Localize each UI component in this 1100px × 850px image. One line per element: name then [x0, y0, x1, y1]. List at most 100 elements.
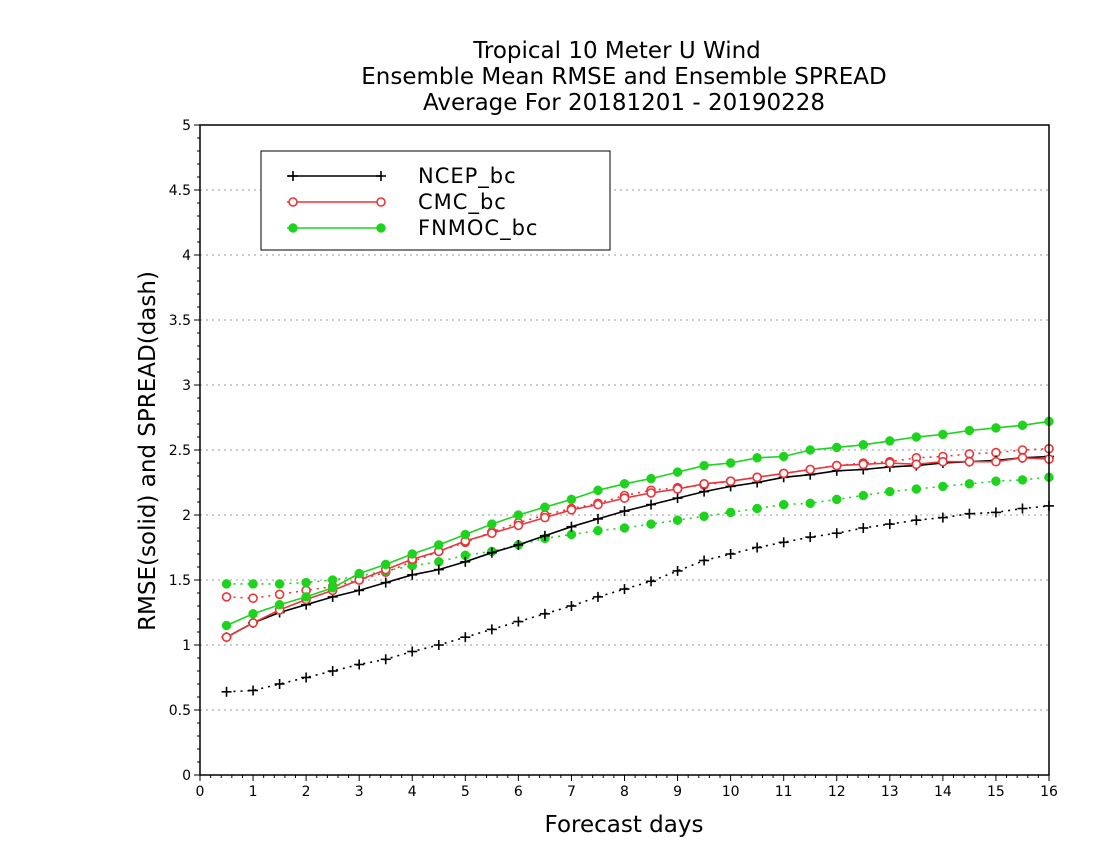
CMC_bc-rmse-point: [487, 528, 497, 539]
y-tick-label: 2.5: [169, 443, 191, 459]
y-axis: 0 0.5 1 1.5 2 2.5 3 3.5 4 4.5 5: [169, 118, 200, 784]
NCEP_bc-spread-point: [646, 576, 657, 587]
x-axis-label: Forecast days: [545, 812, 704, 838]
NCEP_bc-spread-point: [911, 515, 922, 526]
legend-entry-NCEP_bc: NCEP_bc: [287, 164, 516, 189]
x-axis: 0 1 2 3 4 5 6 7 8 9 10 11 12 13 14 15 16: [196, 775, 1058, 800]
chart-title-line-2: Ensemble Mean RMSE and Ensemble SPREAD: [361, 64, 886, 90]
FNMOC_bc-spread-point: [911, 484, 922, 494]
FNMOC_bc-spread-point: [699, 511, 709, 522]
FNMOC_bc-rmse-point: [221, 620, 232, 631]
FNMOC_bc-rmse-point: [805, 445, 815, 455]
CMC_bc-rmse-point: [646, 488, 656, 498]
FNMOC_bc-rmse-point: [619, 479, 630, 489]
legend-entry-FNMOC_bc: FNMOC_bc: [287, 216, 537, 241]
x-tick-label: 7: [567, 784, 576, 800]
NCEP_bc-spread-point: [380, 654, 391, 665]
x-tick-label: 10: [722, 784, 740, 800]
y-tick-label: 0.5: [169, 703, 191, 719]
FNMOC_bc-rmse-point: [832, 442, 842, 453]
legend-marker: [376, 223, 386, 233]
FNMOC_bc-rmse-point: [540, 502, 550, 512]
legend-marker: [288, 223, 298, 233]
NCEP_bc-spread-point: [221, 686, 232, 697]
CMC_bc-rmse-point: [938, 456, 948, 467]
legend-marker: [376, 171, 386, 181]
FNMOC_bc-spread-point: [646, 519, 656, 529]
x-tick-label: 12: [828, 784, 846, 800]
x-tick-label: 0: [196, 784, 205, 800]
y-axis-label: RMSE(solid) and SPREAD(dash): [135, 271, 161, 631]
FNMOC_bc-rmse-point: [593, 485, 603, 496]
NCEP_bc-spread-point: [725, 549, 736, 559]
FNMOC_bc-spread-point: [752, 503, 762, 514]
FNMOC_bc-spread-point: [858, 490, 869, 501]
y-tick-label: 1: [182, 638, 191, 654]
NCEP_bc-rmse-point: [407, 569, 418, 580]
FNMOC_bc-spread-point: [274, 579, 285, 589]
CMC_bc-rmse-point: [513, 520, 524, 531]
CMC_bc-rmse-point: [858, 459, 869, 470]
x-tick-label: 13: [881, 784, 899, 800]
CMC_bc-rmse-point: [885, 458, 895, 468]
NCEP_bc-spread-line: [226, 505, 1050, 693]
NCEP_bc-rmse-point: [592, 513, 603, 524]
FNMOC_bc-rmse-point: [778, 451, 789, 462]
CMC_bc-rmse-point: [566, 504, 577, 515]
NCEP_bc-rmse-point: [539, 530, 550, 541]
legend-marker: [376, 197, 386, 207]
NCEP_bc-spread-point: [884, 519, 895, 530]
NCEP_bc-spread-point: [699, 555, 710, 566]
NCEP_bc-spread-point: [460, 632, 471, 643]
CMC_bc-rmse-point: [991, 456, 1001, 467]
NCEP_bc-spread-point: [407, 646, 418, 657]
y-tick-label: 1.5: [169, 573, 191, 589]
FNMOC_bc-rmse: [221, 416, 1054, 631]
x-tick-label: 6: [514, 784, 523, 800]
FNMOC_bc-rmse-point: [354, 568, 364, 579]
FNMOC_bc-rmse-point: [725, 458, 736, 468]
CMC_bc-rmse-point: [593, 499, 603, 510]
NCEP_bc-rmse: [221, 451, 1054, 643]
FNMOC_bc-spread-point: [805, 498, 815, 509]
CMC_bc-rmse-point: [540, 512, 550, 523]
FNMOC_bc-rmse-point: [487, 519, 497, 529]
x-tick-label: 11: [775, 784, 793, 800]
NCEP_bc-spread-point: [327, 666, 338, 676]
FNMOC_bc-rmse-point: [991, 423, 1001, 433]
FNMOC_bc-rmse-point: [699, 460, 709, 471]
FNMOC_bc-spread-point: [778, 499, 789, 510]
FNMOC_bc-rmse-line: [226, 420, 1050, 627]
CMC_bc-rmse-point: [699, 478, 709, 489]
y-tick-label: 2: [182, 508, 191, 524]
FNMOC_bc-rmse-point: [327, 583, 338, 593]
y-tick-label: 0: [182, 768, 191, 784]
CMC_bc-rmse-point: [1017, 452, 1028, 463]
FNMOC_bc-rmse-point: [513, 510, 524, 520]
CMC_bc-rmse-point: [805, 464, 816, 475]
chart-title-line-3: Average For 20181201 - 20190228: [423, 90, 825, 116]
FNMOC_bc-rmse-point: [672, 467, 683, 477]
CMC_bc-spread-line: [226, 447, 1050, 600]
NCEP_bc-rmse-point: [460, 556, 471, 567]
gridlines: [200, 189, 1049, 711]
NCEP_bc-spread-point: [513, 616, 524, 627]
FNMOC_bc-spread-point: [619, 523, 630, 533]
NCEP_bc-spread-point: [354, 659, 365, 670]
FNMOC_bc-spread-point: [593, 525, 603, 536]
FNMOC_bc-rmse-point: [380, 559, 391, 570]
CMC_bc-spread-point: [221, 592, 232, 602]
NCEP_bc-rmse-point: [513, 539, 524, 550]
CMC_bc-rmse-line: [226, 456, 1050, 638]
NCEP_bc-spread-point: [752, 542, 763, 553]
NCEP_bc-spread-point: [301, 672, 312, 683]
FNMOC_bc-spread-point: [885, 486, 895, 497]
CMC_bc-rmse-point: [248, 618, 258, 628]
FNMOC_bc-spread-point: [248, 579, 258, 589]
NCEP_bc-spread-point: [248, 685, 259, 696]
CMC_bc-rmse-point: [725, 476, 736, 487]
NCEP_bc-spread-point: [858, 523, 869, 533]
